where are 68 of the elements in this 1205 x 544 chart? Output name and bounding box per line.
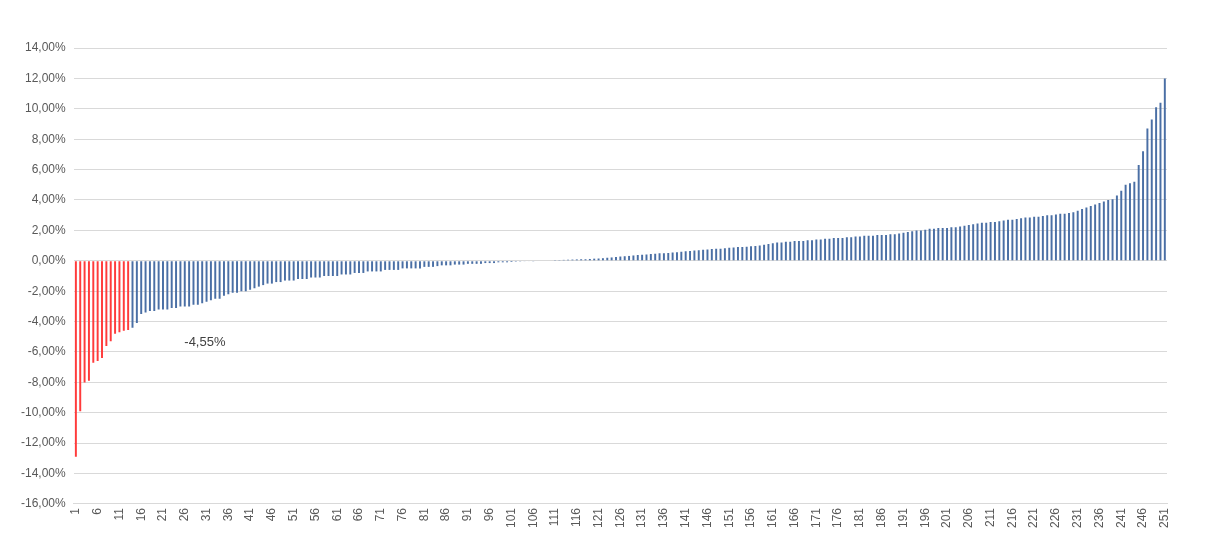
x-tick-label: 66 <box>351 507 366 522</box>
x-tick-label: 196 <box>917 507 932 529</box>
x-tick-label: 246 <box>1135 507 1150 529</box>
x-tick-label: 41 <box>242 507 257 522</box>
x-tick-label: 16 <box>133 507 148 522</box>
x-tick-label: 176 <box>830 507 845 529</box>
x-tick-label: 201 <box>939 507 954 529</box>
y-tick-label: 10,00% <box>24 101 67 116</box>
y-tick-label: 4,00% <box>31 192 67 207</box>
x-tick-label: 251 <box>1157 507 1172 529</box>
x-tick-label: 211 <box>982 507 997 528</box>
y-tick-label: 14,00% <box>24 40 67 55</box>
x-tick-label: 166 <box>786 507 801 529</box>
x-tick-label: 76 <box>394 507 409 522</box>
x-tick-label: 186 <box>874 507 889 529</box>
y-tick-label: -4,00% <box>27 313 67 328</box>
y-tick-label: 2,00% <box>31 222 67 237</box>
x-tick-label: 161 <box>765 507 780 529</box>
x-tick-label: 206 <box>961 507 976 529</box>
y-tick-label: -10,00% <box>20 405 67 420</box>
x-tick-label: 56 <box>307 507 322 522</box>
x-tick-label: 21 <box>155 507 170 522</box>
y-tick-label: 0,00% <box>31 253 67 268</box>
x-tick-label: 46 <box>264 507 279 522</box>
x-tick-label: 51 <box>285 507 300 522</box>
x-tick-label: 121 <box>590 507 605 529</box>
x-tick-label: 91 <box>460 507 475 522</box>
x-tick-label: 231 <box>1070 507 1085 529</box>
x-tick-label: 61 <box>329 507 344 522</box>
x-tick-label: 6 <box>89 507 104 515</box>
x-tick-label: 226 <box>1048 507 1063 529</box>
y-tick-label: 6,00% <box>31 161 67 176</box>
x-tick-label: 1 <box>68 507 83 515</box>
x-tick-label: 86 <box>438 507 453 522</box>
x-tick-label: 171 <box>808 507 823 529</box>
x-tick-label: 11 <box>111 507 126 521</box>
x-tick-label: 181 <box>852 507 867 529</box>
x-tick-label: 221 <box>1026 507 1041 529</box>
y-tick-label: -2,00% <box>27 283 67 298</box>
x-tick-label: 131 <box>634 507 649 529</box>
x-tick-label: 156 <box>743 507 758 529</box>
annotation: -4,55% <box>184 333 226 349</box>
x-tick-label: 71 <box>373 507 388 522</box>
x-tick-label: 106 <box>525 507 540 529</box>
y-tick-label: 12,00% <box>24 70 67 85</box>
x-tick-label: 126 <box>612 507 627 529</box>
x-tick-label: 31 <box>198 507 213 522</box>
x-tick-label: 151 <box>721 507 736 529</box>
x-tick-label: 236 <box>1091 507 1106 529</box>
y-tick-label: -8,00% <box>27 374 67 389</box>
x-tick-label: 36 <box>220 507 235 522</box>
x-tick-label: 191 <box>895 507 910 529</box>
x-tick-label: 116 <box>569 507 584 528</box>
x-tick-label: 136 <box>656 507 671 529</box>
y-tick-label: -14,00% <box>20 465 67 480</box>
x-tick-label: 81 <box>416 507 431 522</box>
x-tick-label: 216 <box>1004 507 1019 529</box>
x-tick-label: 26 <box>177 507 192 522</box>
x-tick-label: 141 <box>678 507 692 529</box>
x-tick-label: 146 <box>699 507 714 529</box>
x-tick-label: 241 <box>1113 507 1128 529</box>
x-tick-label: 101 <box>503 507 518 529</box>
y-tick-label: -6,00% <box>27 344 67 359</box>
x-tick-label: 96 <box>481 507 496 522</box>
y-tick-label: 8,00% <box>31 131 67 146</box>
y-tick-label: -16,00% <box>20 496 67 511</box>
y-tick-label: -12,00% <box>20 435 67 450</box>
x-tick-label: 111 <box>547 507 562 527</box>
